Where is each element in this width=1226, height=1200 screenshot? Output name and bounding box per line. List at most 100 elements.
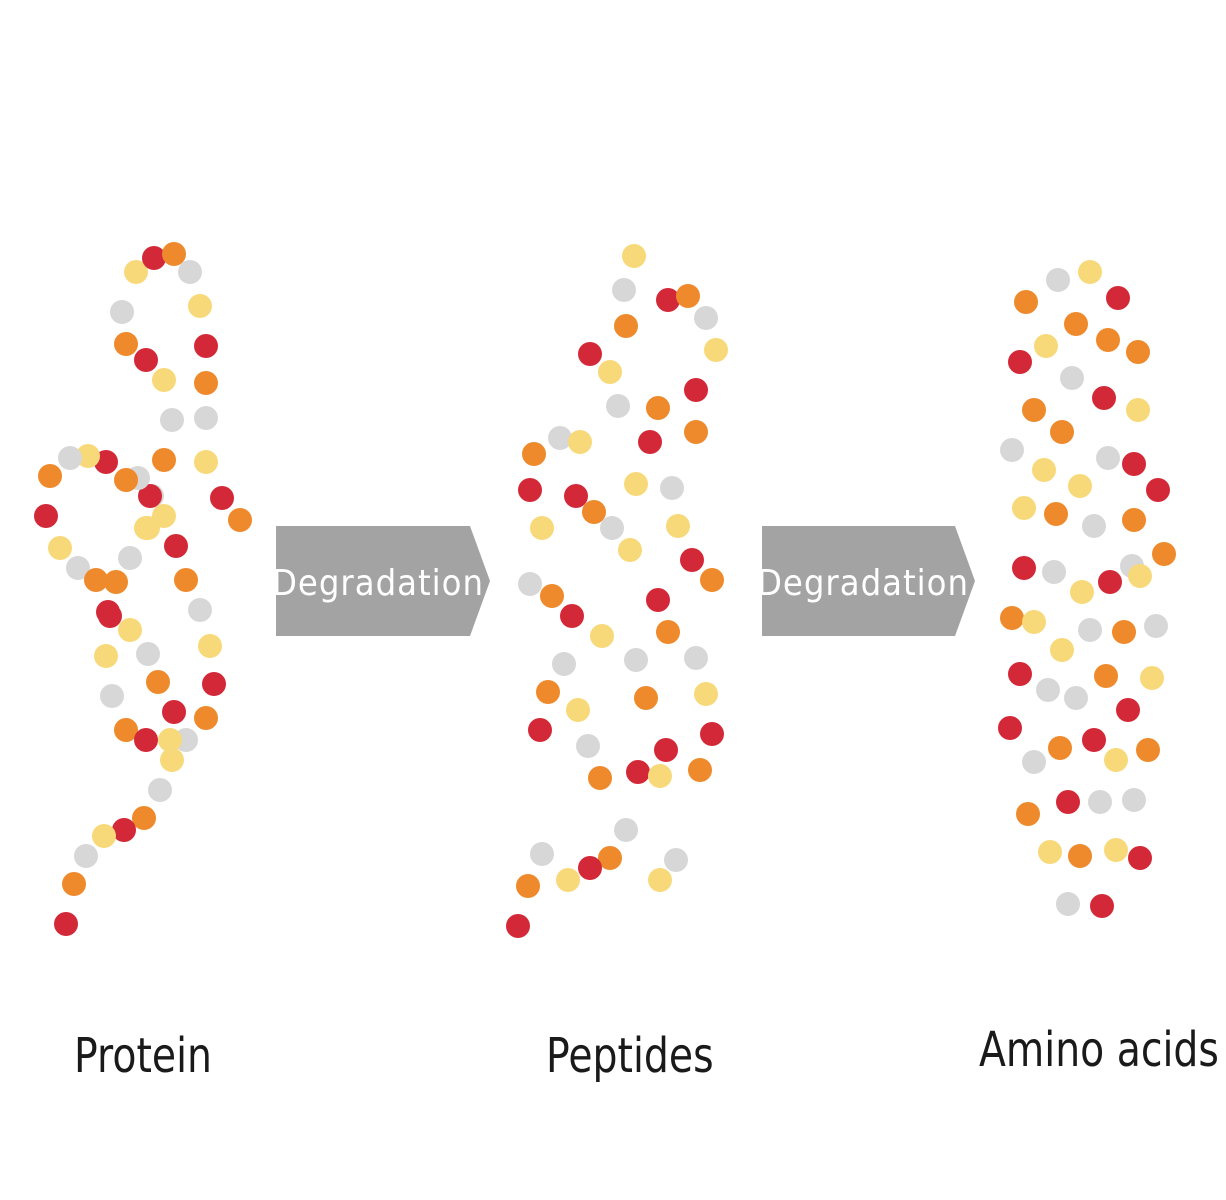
protein-bead <box>152 368 176 392</box>
amino-acid-bead <box>1098 570 1122 594</box>
amino-acid-bead <box>1022 750 1046 774</box>
protein-bead <box>198 634 222 658</box>
amino-acid-bead <box>1104 838 1128 862</box>
protein-label: Protein <box>74 1028 212 1084</box>
protein-bead <box>162 242 186 266</box>
amino-acid-bead <box>1064 686 1088 710</box>
peptide-bead <box>552 652 576 676</box>
arrow-label-2: Degradation <box>757 563 969 604</box>
protein-bead <box>34 504 58 528</box>
protein-bead <box>124 260 148 284</box>
protein-bead <box>148 778 172 802</box>
peptide-bead <box>694 306 718 330</box>
protein-bead <box>210 486 234 510</box>
peptide-bead <box>694 682 718 706</box>
peptide-bead <box>516 874 540 898</box>
amino-acid-bead <box>1050 638 1074 662</box>
amino-acid-bead <box>1094 664 1118 688</box>
peptide-bead <box>536 680 560 704</box>
peptide-bead <box>576 734 600 758</box>
protein-bead <box>94 644 118 668</box>
amino-acid-bead <box>1126 340 1150 364</box>
peptide-bead <box>648 764 672 788</box>
amino-acid-bead <box>1012 496 1036 520</box>
peptide-bead <box>680 548 704 572</box>
amino-acid-bead <box>1090 894 1114 918</box>
peptide-bead <box>622 244 646 268</box>
peptide-bead <box>618 538 642 562</box>
amino-acid-bead <box>1070 580 1094 604</box>
protein-bead <box>118 546 142 570</box>
amino-acid-bead <box>1088 790 1112 814</box>
protein-bead <box>118 618 142 642</box>
amino-acid-bead <box>1096 328 1120 352</box>
peptide-bead <box>660 476 684 500</box>
amino-acid-bead <box>1128 846 1152 870</box>
peptide-bead <box>614 314 638 338</box>
protein-bead <box>92 824 116 848</box>
amino-acid-bead <box>1122 508 1146 532</box>
amino-acids-label: Amino acids <box>979 1022 1219 1078</box>
peptide-bead <box>634 686 658 710</box>
protein-bead <box>158 728 182 752</box>
peptide-bead <box>560 604 584 628</box>
amino-acid-bead <box>1126 398 1150 422</box>
amino-acid-bead <box>1044 502 1068 526</box>
amino-acid-bead <box>1144 614 1168 638</box>
amino-acid-bead <box>1022 610 1046 634</box>
peptide-bead <box>700 568 724 592</box>
peptide-bead <box>624 648 648 672</box>
amino-acid-bead <box>1068 474 1092 498</box>
protein-bead <box>100 684 124 708</box>
peptide-bead <box>528 718 552 742</box>
peptide-bead <box>684 420 708 444</box>
peptide-bead <box>614 818 638 842</box>
protein-bead <box>74 844 98 868</box>
amino-acid-bead <box>1032 458 1056 482</box>
protein-bead <box>54 912 78 936</box>
amino-acid-bead <box>1022 398 1046 422</box>
amino-acid-bead <box>1038 840 1062 864</box>
amino-acid-bead <box>1042 560 1066 584</box>
peptide-bead <box>648 868 672 892</box>
peptide-bead <box>522 442 546 466</box>
peptide-bead <box>700 722 724 746</box>
protein-bead <box>146 670 170 694</box>
amino-acid-bead <box>1122 788 1146 812</box>
peptide-bead <box>600 516 624 540</box>
protein-bead <box>134 516 158 540</box>
amino-acid-bead <box>1060 366 1084 390</box>
protein-bead <box>194 450 218 474</box>
arrow-label-1: Degradation <box>272 563 484 604</box>
amino-acid-bead <box>1146 478 1170 502</box>
peptide-bead <box>530 516 554 540</box>
protein-bead <box>228 508 252 532</box>
protein-bead <box>84 568 108 592</box>
peptide-bead <box>638 430 662 454</box>
degradation-arrow-2: Degradation <box>757 526 975 636</box>
peptide-bead <box>606 394 630 418</box>
amino-acid-bead <box>1122 452 1146 476</box>
protein-bead <box>134 728 158 752</box>
peptide-bead <box>664 848 688 872</box>
peptide-bead <box>578 856 602 880</box>
peptide-bead <box>556 868 580 892</box>
amino-acid-bead <box>1046 268 1070 292</box>
peptide-bead <box>656 620 680 644</box>
peptide-bead <box>684 378 708 402</box>
amino-acid-bead <box>1106 286 1130 310</box>
protein-bead <box>38 464 62 488</box>
amino-acid-bead <box>1078 618 1102 642</box>
peptides-label: Peptides <box>546 1028 714 1084</box>
amino-acid-bead <box>1050 420 1074 444</box>
protein-bead <box>188 598 212 622</box>
peptide-bead <box>598 846 622 870</box>
protein-bead <box>152 448 176 472</box>
amino-acid-bead <box>1096 446 1120 470</box>
protein-bead <box>66 556 90 580</box>
protein-bead <box>114 332 138 356</box>
peptide-bead <box>578 342 602 366</box>
amino-acid-bead <box>1014 290 1038 314</box>
protein-bead <box>174 568 198 592</box>
protein-bead <box>134 348 158 372</box>
